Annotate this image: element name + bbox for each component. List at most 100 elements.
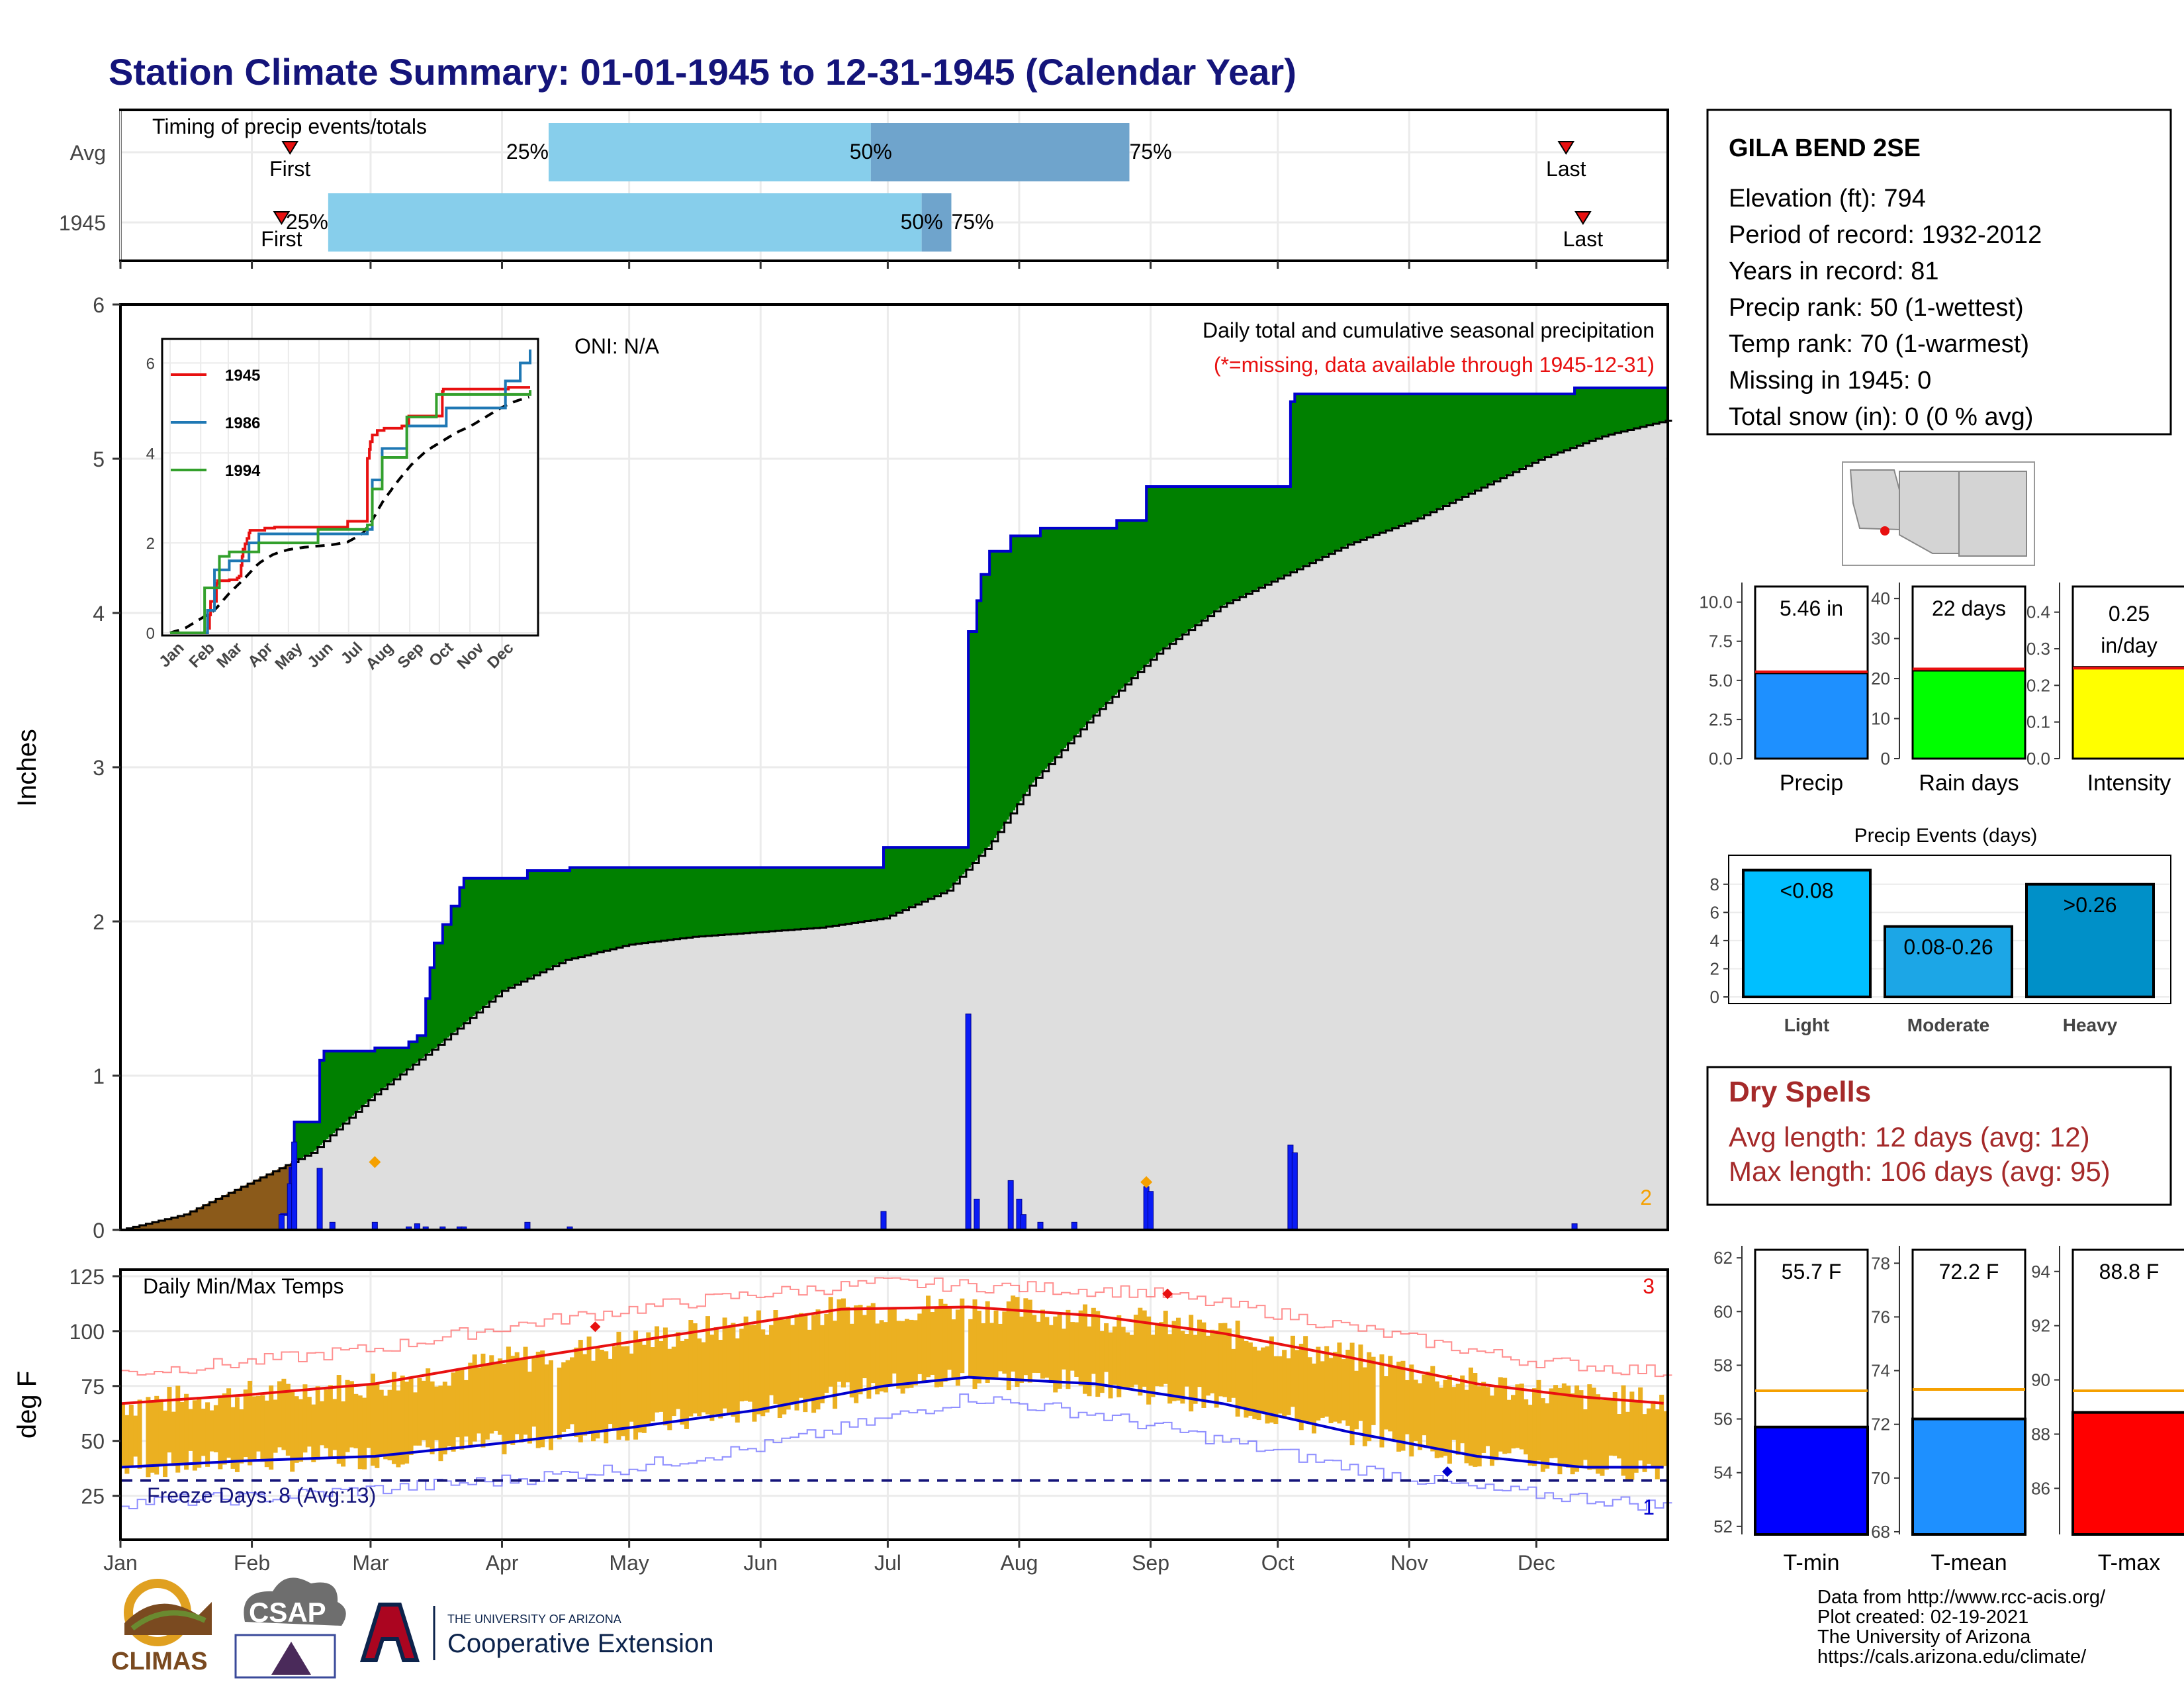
cumulative-1945-line (120, 386, 1668, 1231)
timing-bar-25-50 (328, 193, 922, 252)
daily-temp-bar (1570, 1393, 1575, 1475)
timing-bar-50-75 (870, 123, 1130, 181)
daily-temp-bar (756, 1310, 761, 1415)
temp-bar-label: T-max (2098, 1550, 2160, 1575)
daily-temp-bar (251, 1396, 257, 1461)
daily-temp-bar (1498, 1377, 1503, 1452)
temp-content (120, 1277, 1672, 1511)
daily-temp-bar (124, 1415, 130, 1474)
daily-temp-bar (1311, 1363, 1316, 1434)
daily-temp-bar (349, 1381, 354, 1448)
timing-first-marker-icon (281, 141, 299, 155)
daily-temp-bar (1146, 1316, 1152, 1405)
station-location-dot (1880, 526, 1889, 536)
daily-temp-bar (760, 1329, 766, 1417)
daily-temp-bar (777, 1317, 782, 1419)
daily-temp-bar (167, 1387, 172, 1453)
events-tick-label: 8 (1710, 874, 1719, 894)
daily-temp-bar (502, 1364, 507, 1454)
daily-temp-bar (1549, 1388, 1554, 1458)
daily-precip-bar (1020, 1214, 1026, 1231)
precip-y-tick-label: 2 (93, 910, 105, 934)
mini-tick-label: 0.0 (1709, 749, 1733, 769)
mini-bar-fill (1754, 672, 1869, 760)
daily-temp-bar (743, 1316, 749, 1401)
daily-temp-bar (412, 1392, 418, 1446)
daily-temp-bar (248, 1380, 253, 1466)
footer-line: The University of Arizona (1817, 1626, 2031, 1648)
timing-row-avg-label: Avg (69, 141, 106, 165)
events-tick-label: 0 (1710, 987, 1719, 1007)
daily-temp-bar (608, 1358, 613, 1425)
daily-temp-bar (426, 1368, 431, 1448)
inset-y-tick-label: 2 (146, 535, 155, 553)
timing-bars: 25% 50% 75% First Last 25% 50% 75% First Last (261, 123, 1603, 252)
daily-temp-bar (1587, 1384, 1592, 1470)
precip-note: Daily total and cumulative seasonal prec… (1203, 318, 1655, 342)
daily-temp-bar (375, 1383, 380, 1468)
temp-corner-min: 1 (1643, 1495, 1655, 1519)
daily-temp-bar (1167, 1334, 1173, 1404)
avg-cumulative-area (120, 420, 1668, 1231)
timing-label: Timing of precip events/totals (152, 115, 427, 138)
precip-y-tick-label: 6 (93, 293, 105, 317)
mini-bar-fill (1911, 669, 2026, 760)
daily-temp-bar (637, 1339, 643, 1432)
daily-temp-bar (1481, 1382, 1486, 1453)
daily-temp-bar (620, 1346, 625, 1436)
daily-temp-bar (782, 1319, 787, 1415)
daily-precip-bar (1007, 1180, 1014, 1231)
daily-temp-bar (688, 1320, 694, 1417)
daily-temp-bar (870, 1303, 876, 1383)
daily-temp-bar (1154, 1323, 1160, 1387)
temp-y-tick-label: 125 (69, 1265, 105, 1289)
daily-temp-bar (1175, 1317, 1181, 1401)
normal-max-line (120, 1305, 1664, 1405)
daily-temp-bar (909, 1319, 914, 1388)
daily-temp-bar (1629, 1391, 1635, 1480)
daily-temp-bar (709, 1335, 715, 1421)
temp-bar-fill (1754, 1425, 1869, 1536)
daily-temp-bar (175, 1385, 181, 1473)
daily-temp-bar (731, 1323, 736, 1417)
temp-bar-value: 55.7 F (1782, 1260, 1842, 1284)
daily-temp-bar (1078, 1310, 1083, 1386)
events-content: 0 2 4 6 8 <0.08 Light 0.08-0.26 Moderate >0.26 Hea… (1710, 868, 2169, 1035)
daily-temp-bar (1048, 1325, 1054, 1383)
daily-temp-bar (366, 1383, 371, 1448)
temp-bar-tick-label: 70 (1871, 1468, 1890, 1488)
daily-temp-bar (1231, 1348, 1236, 1398)
month-label: Aug (1000, 1551, 1038, 1575)
daily-temp-bar (641, 1344, 647, 1433)
daily-temp-bar (1036, 1321, 1041, 1374)
daily-temp-bar (493, 1362, 498, 1431)
temp-bar-tick-label: 62 (1713, 1248, 1733, 1268)
month-label: Nov (1390, 1551, 1428, 1575)
inset-frame (161, 338, 539, 637)
daily-temp-bar (1596, 1394, 1601, 1474)
daily-temp-bar (735, 1338, 740, 1423)
ua-a-icon (359, 1603, 420, 1662)
mini-tick-label: 0.2 (2026, 675, 2050, 695)
daily-temp-bar (370, 1374, 375, 1466)
month-label: Oct (1261, 1551, 1295, 1575)
daily-temp-bar (1316, 1346, 1321, 1421)
daily-temp-bar (1612, 1392, 1617, 1456)
daily-temp-bar (1566, 1385, 1571, 1468)
daily-temp-bar (947, 1308, 952, 1370)
daily-temp-bar (451, 1372, 456, 1452)
record-max-line (120, 1277, 1672, 1378)
daily-temp-bar (1298, 1343, 1304, 1430)
below-avg-area (122, 1162, 295, 1230)
daily-temp-bar (1379, 1354, 1385, 1448)
daily-temp-bar (484, 1364, 490, 1440)
daily-temp-bar (697, 1338, 702, 1417)
daily-temp-bar (1265, 1346, 1270, 1424)
station-line: Years in record: 81 (1729, 258, 1939, 285)
climas-logo: CLIMAS (111, 1579, 212, 1675)
daily-temp-bar (311, 1404, 316, 1462)
climas-land-icon (124, 1602, 212, 1635)
daily-temp-bar (1197, 1319, 1202, 1387)
temp-bar-tick-label: 58 (1713, 1355, 1733, 1375)
daily-temp-bar (1057, 1312, 1062, 1389)
